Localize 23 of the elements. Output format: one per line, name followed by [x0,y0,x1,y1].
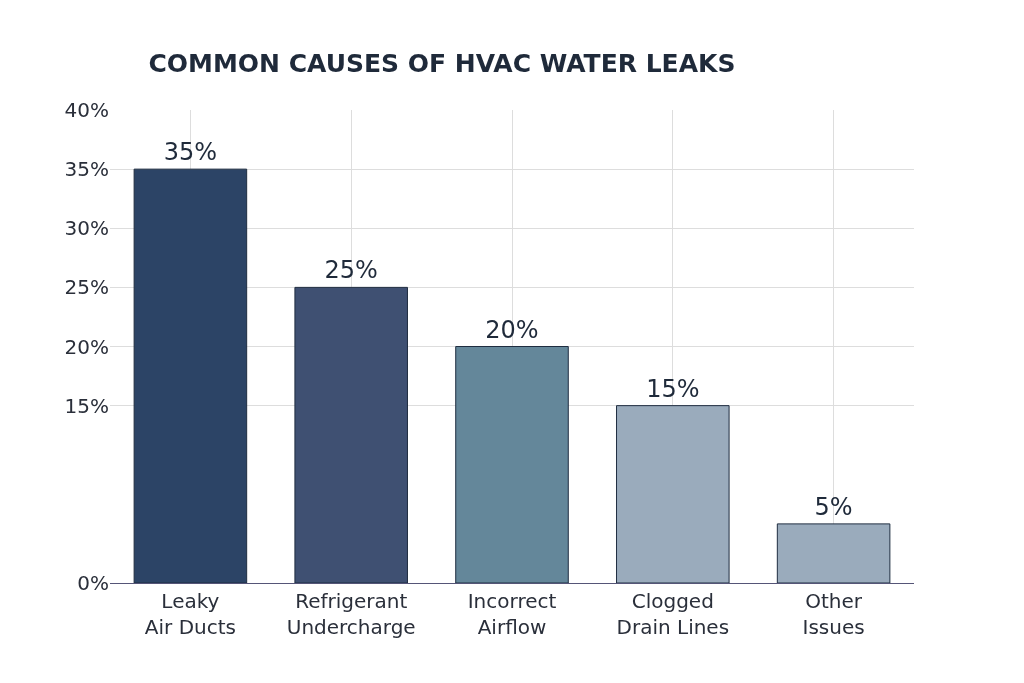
x-tick-label: Other Issues [802,589,865,639]
y-tick-label: 0% [77,571,109,595]
data-label: 35% [163,138,218,167]
y-tick-label: 25% [64,275,109,300]
y-tick-label: 20% [64,334,109,359]
data-label: 20% [485,315,539,344]
bar [616,405,730,583]
y-tick-label: 35% [64,157,109,182]
data-label: 5% [814,492,853,521]
bar [455,346,569,583]
data-label: 25% [324,256,378,285]
y-tick-label: 40% [64,98,109,122]
x-tick-label: Clogged Drain Lines [616,589,730,639]
y-tick-label: 30% [64,216,109,241]
x-tick-label: Refrigerant Undercharge [286,589,416,639]
bar [776,523,891,583]
chart-title: COMMON CAUSES OF HVAC WATER LEAKS [148,49,736,79]
y-tick-label: 15% [64,393,109,418]
x-tick-label: Incorrect Airflow [467,589,557,639]
bar [133,168,248,583]
x-tick-label: Leaky Air Ducts [144,589,236,639]
bar [294,286,408,583]
data-label: 15% [646,374,700,403]
